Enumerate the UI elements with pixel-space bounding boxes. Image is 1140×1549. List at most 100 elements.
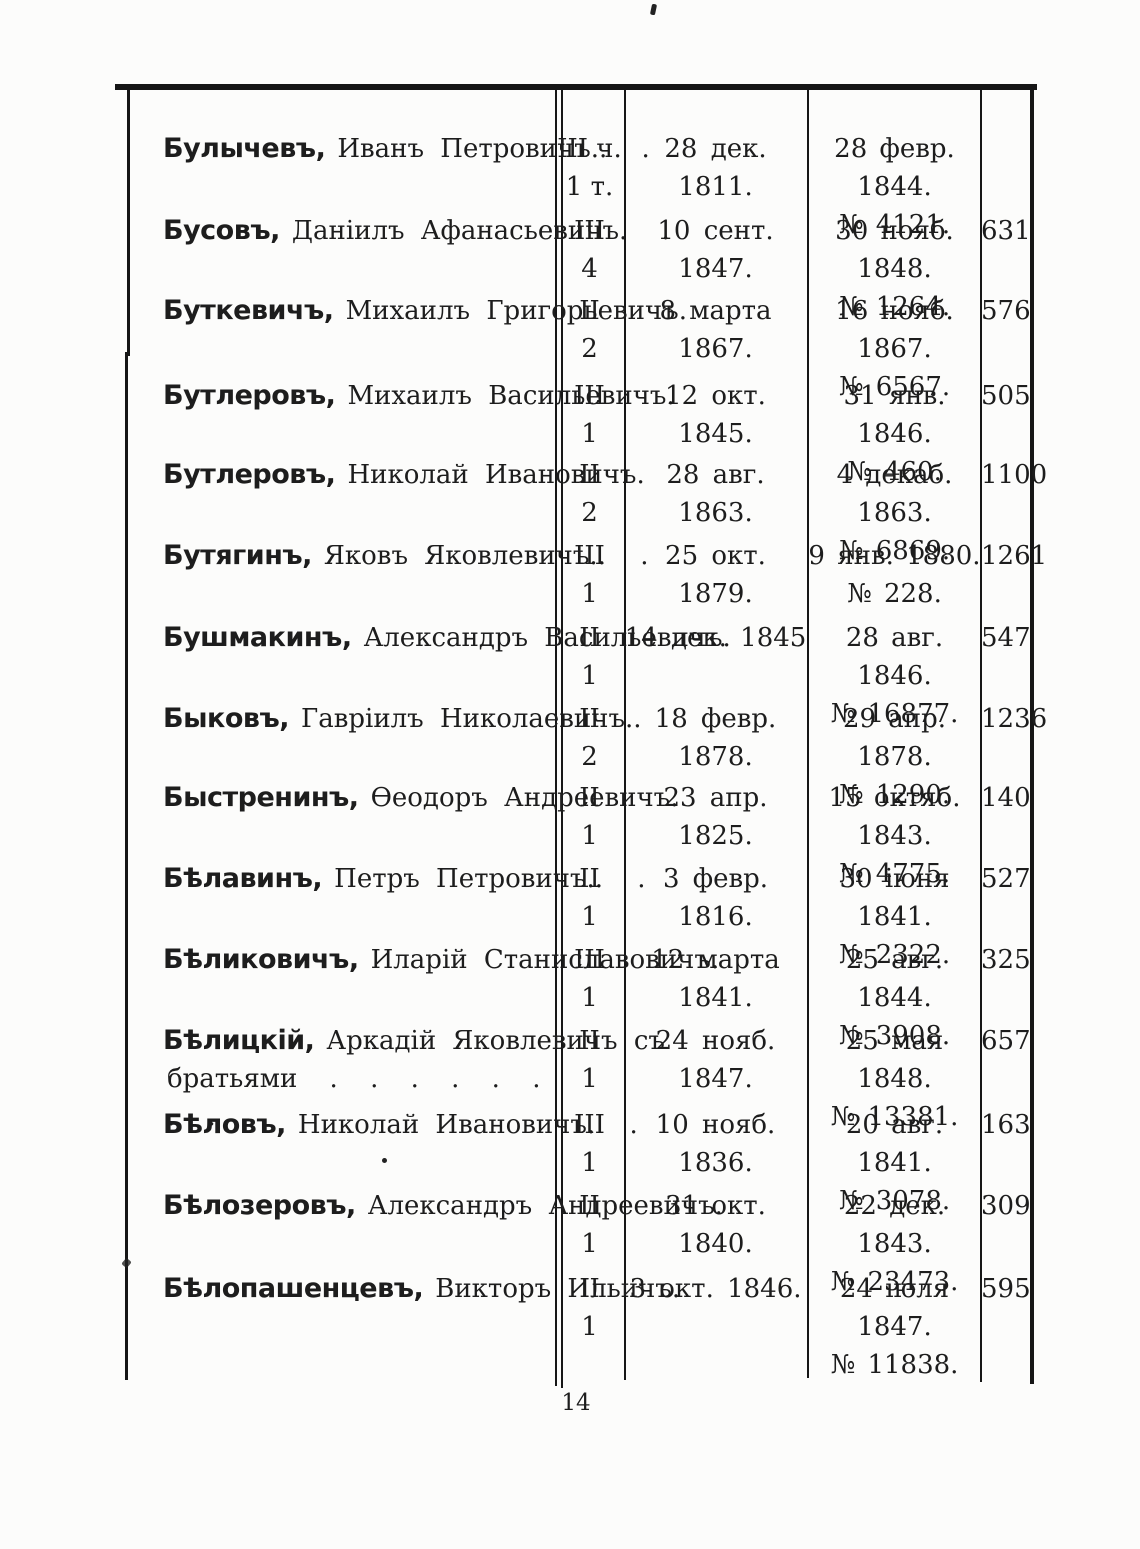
part-roman: III <box>574 541 605 571</box>
part-cell: III 1 <box>556 941 623 1055</box>
decree-number: № 11838. <box>830 1350 959 1380</box>
part-number: 1 <box>581 1312 598 1342</box>
name-cell: Бѣлопашенцевъ, Викторъ Ильичъ. <box>129 1270 680 1384</box>
grant-date: 3 февр. 1816. <box>662 864 769 932</box>
grant-date-cell: 3 окт. 1846. <box>623 1270 808 1384</box>
given-names: Михаилъ Григорьевичъ <box>345 296 679 326</box>
given-names: Николай Ивановичъ <box>347 460 637 490</box>
decree-number: № 3908. <box>838 1021 951 1051</box>
decree-cell: 25 авг. 1844. № 3908. <box>808 941 981 1055</box>
name-cell: Бутлеровъ, Николай Ивановичъ. <box>129 456 645 570</box>
name-cell: Быстренинъ, Ѳеодоръ Андреевичъ. <box>129 779 678 893</box>
surname: Бутягинъ, <box>163 540 312 571</box>
surname: Бутлеровъ, <box>163 459 336 490</box>
decree-date: 22 дек. 1843. <box>843 1191 946 1259</box>
grant-date: 25 окт. 1879. <box>665 541 766 609</box>
page-ref-cell: 527 <box>981 860 1032 974</box>
page-ref-cell: 140 <box>981 779 1032 893</box>
surname: Бусовъ, <box>163 215 280 246</box>
grant-date-cell: 31 окт. 1840. <box>623 1187 808 1301</box>
decree-number: № 13381. <box>830 1102 959 1132</box>
part-number: 1 <box>581 661 598 691</box>
name-cell: Бутягинъ, Яковъ Яковлевичъ.. . <box>129 537 648 613</box>
decree-date: 25 мая 1848. <box>845 1026 944 1094</box>
scan-speck-top <box>649 3 658 16</box>
decree-cell: 30 нояб. 1848. № 1264. <box>808 212 981 326</box>
decree-cell: 28 февр. 1844. № 4121. <box>808 130 981 244</box>
page-ref-cell: 309 <box>981 1187 1032 1301</box>
page-ref: 1261 <box>981 541 1048 571</box>
given-names: Михаилъ Васильевичъ <box>347 381 667 411</box>
part-number: 1 <box>581 983 598 1013</box>
part-roman: III <box>574 945 605 975</box>
scan-speck-middle <box>382 1158 387 1163</box>
given-names: Николай Ивановичъ <box>297 1110 587 1140</box>
name-column-double-rule-outer <box>555 88 557 1386</box>
part-cell: III 1 <box>556 1106 623 1220</box>
name-cell: Бѣлавинъ, Петръ Петровичъ.. . <box>129 860 646 974</box>
page-ref-cell: 631 <box>981 212 1032 326</box>
name-cell: Бѣликовичъ, Иларій Станиславовичъ. <box>129 941 719 1055</box>
decree-number: № 16877. <box>830 699 959 729</box>
page-ref-cell: 576 <box>981 292 1032 406</box>
decree-number: № 460. <box>847 457 942 487</box>
decree-date: 28 авг. 1846. <box>845 623 944 691</box>
name-cell: Бѣлицкій, Аркадій Яковлевичъ съ братьями … <box>129 1022 665 1136</box>
table-row: Бушмакинъ, Александръ Васильевичъ. II 1 1… <box>129 619 1032 733</box>
decree-date: 4 декаб. 1863. <box>836 460 953 528</box>
table-row: Бутягинъ, Яковъ Яковлевичъ.. . III 1 25 о… <box>129 537 1048 613</box>
page-ref: 505 <box>981 381 1031 411</box>
part-cell: II 2 <box>556 456 623 570</box>
name-line2: братьями . . . . . . . . <box>167 1064 541 1132</box>
decree-number: № 1264. <box>838 292 951 322</box>
surname: Буткевичъ, <box>163 295 334 326</box>
part-roman: III ч. <box>557 134 622 164</box>
given-names: Петръ Петровичъ. <box>334 864 595 894</box>
surname: Бѣлопашенцевъ, <box>163 1273 424 1304</box>
decree-date: 29 апр. 1878. <box>842 704 947 772</box>
given-names: Гавріилъ Николаевичъ. <box>301 704 634 734</box>
part-cell: III 1 <box>556 377 623 491</box>
part-number: 1 <box>581 1064 598 1094</box>
dot-leader: . <box>671 1274 681 1304</box>
surname: Бутлеровъ, <box>163 380 336 411</box>
grant-date-cell: 12 марта 1841. <box>623 941 808 1055</box>
surname: Булычевъ, <box>163 133 326 164</box>
part-cell: III 4 <box>556 212 623 326</box>
surname: Бѣлицкій, <box>163 1025 315 1056</box>
table-row: Бѣликовичъ, Иларій Станиславовичъ. III 1 … <box>129 941 1032 1055</box>
table-right-border <box>1030 88 1034 1384</box>
decree-cell: 28 авг. 1846. № 16877. <box>808 619 981 733</box>
part-cell: III 1 <box>556 537 623 613</box>
page-ref: 309 <box>981 1191 1031 1221</box>
part-cell: II 1 <box>556 860 623 974</box>
part-number: 1 <box>581 1229 598 1259</box>
given-names: Александръ Васильевичъ. <box>363 623 731 653</box>
grant-date-cell: 12 окт. 1845. <box>623 377 808 491</box>
page-ref-cell: 547 <box>981 619 1032 733</box>
part-roman: II <box>579 1191 600 1221</box>
dot-leader: . . <box>618 216 670 246</box>
grant-date: 28 дек. 1811. <box>664 134 767 202</box>
table-row: Быковъ, Гавріилъ Николаевичъ.. II 2 18 фе… <box>129 700 1047 814</box>
name-cell: Бѣловъ, Николай Ивановичъ. . <box>129 1106 638 1220</box>
grant-date-cell: 10 нояб. 1836. <box>623 1106 808 1220</box>
page-ref: 576 <box>981 296 1031 326</box>
table-row: Быстренинъ, Ѳеодоръ Андреевичъ. II 1 23 а… <box>129 779 1032 893</box>
surname: Быковъ, <box>163 703 290 734</box>
page-ref-cell: 1236 <box>981 700 1047 814</box>
part-cell: II 1 <box>556 779 623 893</box>
given-names: Викторъ Ильичъ <box>435 1274 672 1304</box>
grant-date: 31 окт. 1840. <box>665 1191 766 1259</box>
name-cell: Булычевъ, Иванъ Петровичъ.. . <box>129 130 650 244</box>
part-number: 1 <box>581 902 598 932</box>
grant-date-cell: 18 февр. 1878. <box>623 700 808 814</box>
dot-leader: . <box>666 381 675 411</box>
page-ref: 1100 <box>981 460 1048 490</box>
name-cell: Бутлеровъ, Михаилъ Васильевичъ. <box>129 377 675 491</box>
table-row: Бѣлицкій, Аркадій Яковлевичъ съ братьями … <box>129 1022 1032 1136</box>
given-names: Иванъ Петровичъ. <box>337 134 600 164</box>
decree-cell: 20 авг. 1841. № 3078. <box>808 1106 981 1220</box>
name-cell: Буткевичъ, Михаилъ Григорьевичъ. <box>129 292 687 406</box>
grant-date-cell: 23 апр. 1825. <box>623 779 808 893</box>
